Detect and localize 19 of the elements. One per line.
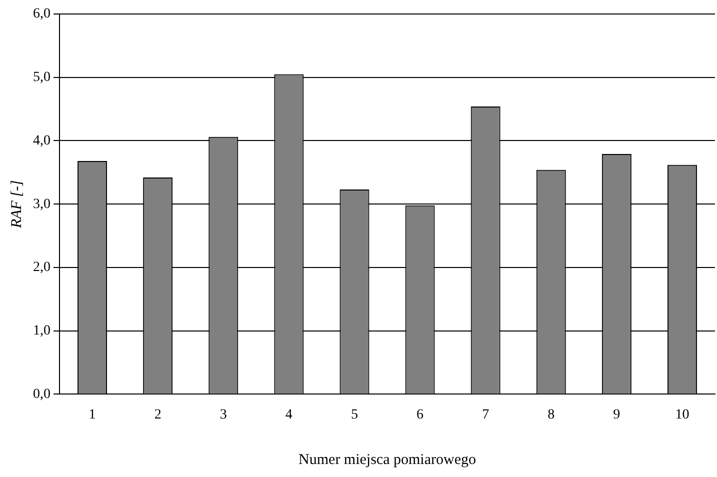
x-tick-label: 8 [548, 407, 555, 422]
x-tick-label: 7 [482, 407, 490, 422]
y-axis-title: RAF [-] [8, 180, 25, 230]
y-tick-label: 5,0 [33, 70, 50, 86]
x-tick-label: 5 [350, 407, 358, 422]
y-tick-label: 6,0 [33, 6, 50, 22]
y-tick-label: 2,0 [33, 260, 50, 276]
x-tick-label: 1 [88, 407, 96, 422]
x-tick-label: 9 [613, 407, 620, 422]
x-tick-label: 3 [220, 407, 227, 422]
y-tick-label: 0,0 [33, 386, 50, 402]
x-tick-label: 2 [154, 407, 162, 422]
x-tick-label: 6 [416, 407, 424, 422]
y-tick-label: 1,0 [33, 324, 50, 339]
y-tick-label: 4,0 [33, 133, 50, 148]
x-axis-title: Numer miejsca pomiarowego [298, 452, 476, 468]
y-tick-label: 3,0 [33, 196, 50, 212]
x-tick-label: 10 [675, 407, 690, 422]
x-tick-label: 4 [285, 407, 292, 422]
